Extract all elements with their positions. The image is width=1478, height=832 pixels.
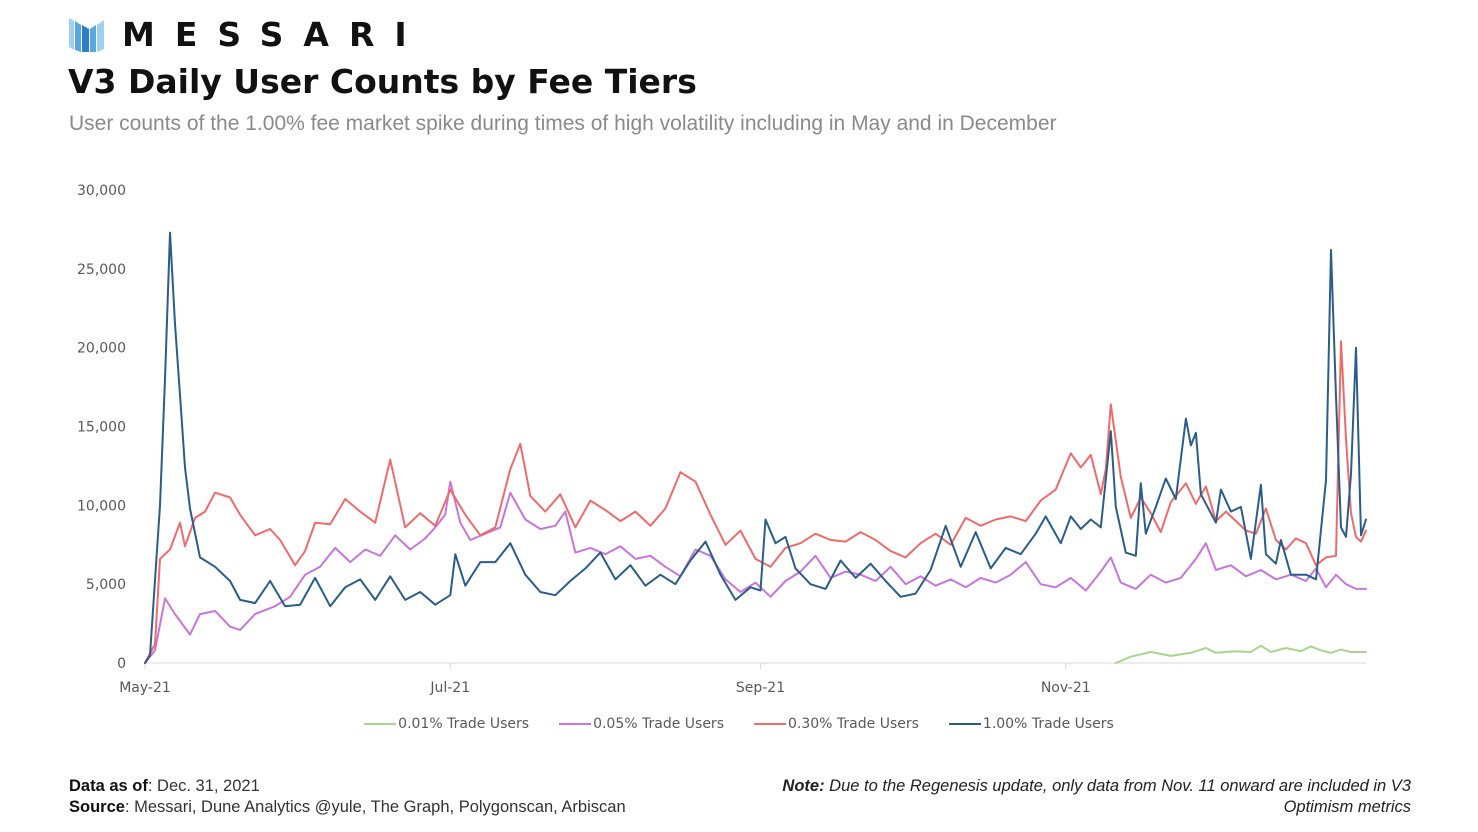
legend-label: 0.05% Trade Users [593,716,724,732]
messari-logo-icon [69,18,104,52]
y-tick-label: 25,000 [77,262,126,278]
y-tick-label: 20,000 [77,341,126,357]
source-label: Source [69,798,125,816]
series-lines [144,231,1367,664]
legend-label: 1.00% Trade Users [982,716,1114,732]
legend-swatch-s005 [559,723,592,725]
y-axis: 0 5,000 10,000 15,000 20,000 25,000 30,000 [77,183,126,672]
y-tick-label: 0 [117,656,126,672]
data-as-of-label: Data as of [69,777,148,795]
y-tick-label: 10,000 [77,498,126,514]
legend-item-s030[interactable]: 0.30% Trade Users [754,716,919,732]
legend: 0.01% Trade Users 0.05% Trade Users 0.30… [0,716,1478,732]
y-tick-label: 30,000 [77,183,126,199]
legend-swatch-s030 [754,723,786,725]
brand: MESSARI [68,16,427,54]
x-tick-label: Jul-21 [429,680,470,696]
legend-label: 0.30% Trade Users [788,716,919,732]
line-chart: 0 5,000 10,000 15,000 20,000 25,000 30,000 May… [77,183,1367,696]
legend-item-s100[interactable]: 1.00% Trade Users [948,716,1114,732]
brand-wordmark: MESSARI [122,15,427,54]
series-line-1 [144,480,1367,664]
legend-item-s001[interactable]: 0.01% Trade Users [364,716,529,732]
source: Source: Messari, Dune Analytics @yule, T… [69,797,626,818]
data-as-of: Data as of: Dec. 31, 2021 [69,776,626,797]
x-axis: May-21 Jul-21 Sep-21 Nov-21 [119,663,1091,696]
y-tick-label: 15,000 [77,420,126,436]
x-tick-label: Sep-21 [736,680,785,696]
chart-title: V3 Daily User Counts by Fee Tiers [68,62,697,101]
series-line-2 [144,340,1367,664]
legend-item-s005[interactable]: 0.05% Trade Users [559,716,724,732]
data-as-of-value: : Dec. 31, 2021 [147,777,260,795]
note-text: Due to the Regenesis update, only data f… [824,777,1411,816]
x-tick-label: Nov-21 [1041,680,1091,696]
y-tick-label: 5,000 [86,577,126,593]
footer-note: Note: Due to the Regenesis update, only … [711,776,1411,818]
note-label: Note: [782,777,825,795]
legend-label: 0.01% Trade Users [398,716,530,732]
chart-subtitle: User counts of the 1.00% fee market spik… [69,112,1057,135]
footer-sources: Data as of: Dec. 31, 2021 Source: Messar… [69,776,626,818]
series-line-0 [1114,644,1367,664]
x-tick-label: May-21 [119,680,171,696]
source-value: : Messari, Dune Analytics @yule, The Gra… [124,798,626,816]
series-line-3 [144,231,1367,664]
legend-swatch-s100 [948,723,981,725]
legend-swatch-s001 [364,723,397,725]
